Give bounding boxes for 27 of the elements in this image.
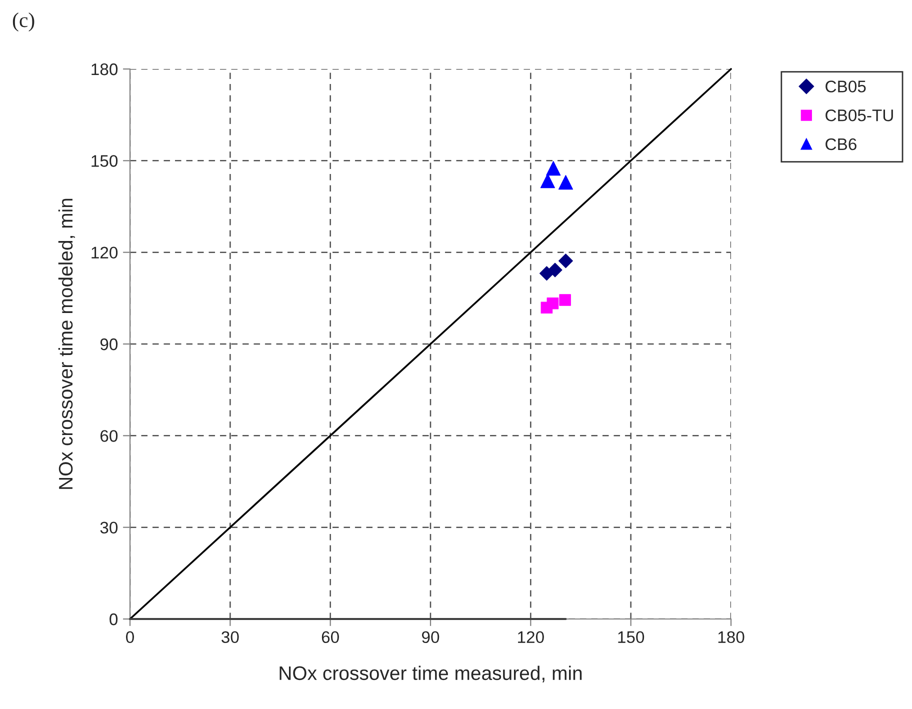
x-tick-label: 90 bbox=[422, 631, 440, 644]
y-tick-label: 30 bbox=[100, 522, 118, 534]
x-tick-label: 150 bbox=[618, 631, 644, 644]
chart-title: (c) bbox=[12, 12, 34, 32]
x-tick-label: 0 bbox=[126, 631, 134, 644]
legend-label: CB05-TU bbox=[826, 109, 893, 122]
y-tick-label: 90 bbox=[100, 338, 118, 350]
x-tick-label: 30 bbox=[222, 631, 239, 644]
point bbox=[558, 175, 574, 190]
point bbox=[548, 262, 562, 278]
y-tick-label: 180 bbox=[92, 63, 118, 76]
y-tick-label: 150 bbox=[92, 155, 118, 167]
point bbox=[546, 297, 559, 310]
point bbox=[558, 254, 573, 268]
y-axis-title: NOx crossover time modeled, min bbox=[58, 198, 75, 489]
legend-label: CB05 bbox=[826, 80, 866, 92]
y-tick-label: 60 bbox=[100, 430, 118, 442]
x-axis-title: NOx crossover time measured, min bbox=[280, 666, 582, 682]
y-tick-label: 120 bbox=[92, 246, 118, 259]
x-tick-label: 120 bbox=[518, 631, 544, 644]
point bbox=[559, 294, 571, 306]
point bbox=[546, 161, 561, 176]
point bbox=[540, 174, 555, 188]
y-tick-label: 0 bbox=[110, 613, 118, 626]
x-tick-label: 60 bbox=[322, 631, 339, 644]
x-tick-label: 180 bbox=[718, 631, 744, 644]
legend-label: CB6 bbox=[826, 138, 856, 150]
